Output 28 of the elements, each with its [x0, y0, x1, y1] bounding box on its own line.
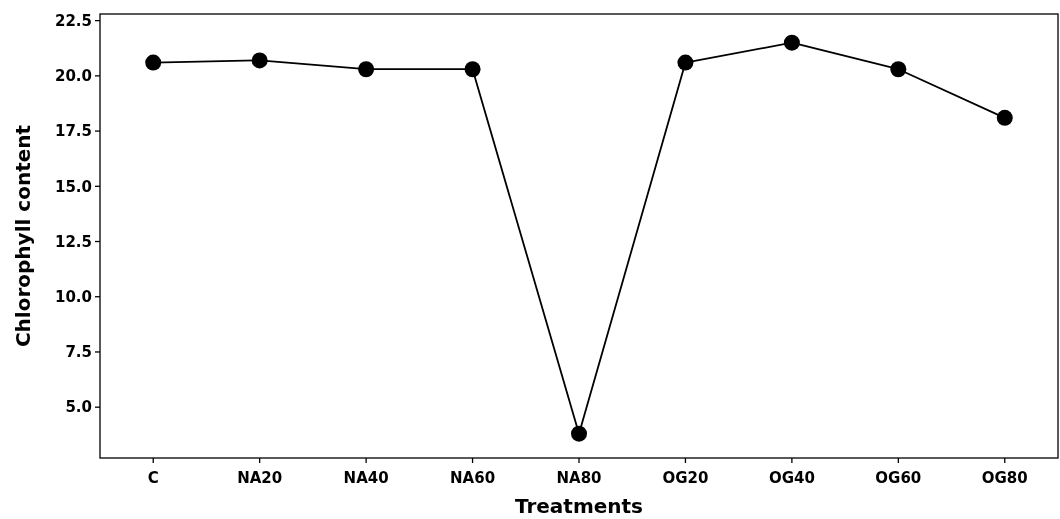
x-tick-label: C	[147, 469, 159, 487]
y-tick-label: 10.0	[54, 288, 92, 306]
y-tick-label: 20.0	[54, 67, 92, 86]
point	[783, 34, 800, 51]
y-tick-label: 5.0	[65, 398, 92, 417]
x-tick-label: NA40	[343, 469, 389, 487]
point	[251, 52, 268, 69]
y-tick-label: 17.5	[54, 122, 92, 141]
x-tick-label: OG40	[768, 469, 815, 487]
point	[464, 61, 481, 78]
point	[358, 61, 375, 78]
y-tick-label: 7.5	[65, 343, 92, 362]
x-tick-label: OG80	[981, 469, 1028, 487]
y-tick-label: 22.5	[54, 11, 92, 30]
x-tick-label: OG60	[875, 469, 922, 487]
y-tick-label: 12.5	[54, 232, 92, 251]
y-tick-label: 15.0	[54, 177, 92, 196]
point	[677, 54, 694, 71]
point	[145, 54, 162, 71]
point	[890, 61, 907, 78]
x-tick-label: OG20	[662, 469, 709, 487]
point	[571, 425, 587, 442]
x-axis-title: Treatments	[514, 494, 644, 518]
y-axis-title: Chlorophyll content	[11, 124, 35, 348]
x-tick-label: NA20	[237, 469, 283, 487]
x-tick-label: NA80	[556, 469, 602, 487]
point	[996, 109, 1013, 126]
x-tick-label: NA60	[450, 469, 496, 487]
